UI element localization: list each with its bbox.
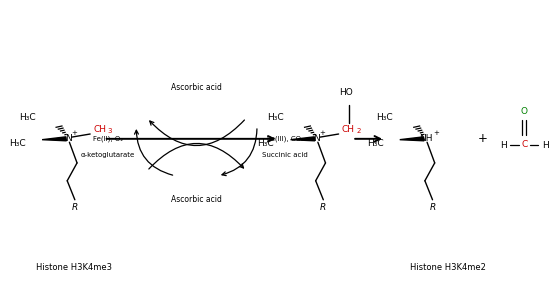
Text: N: N (314, 134, 320, 143)
FancyArrowPatch shape (135, 130, 173, 175)
Text: H₃C: H₃C (19, 113, 35, 122)
Text: Ascorbic acid: Ascorbic acid (171, 83, 222, 92)
Text: α-ketoglutarate: α-ketoglutarate (81, 152, 135, 158)
Text: +: + (477, 132, 487, 145)
Text: Histone H3K4me2: Histone H3K4me2 (410, 263, 486, 272)
Polygon shape (42, 137, 66, 141)
Text: 3: 3 (108, 129, 112, 134)
Polygon shape (400, 137, 424, 141)
Text: R: R (320, 203, 326, 212)
Text: R: R (72, 203, 78, 212)
Polygon shape (290, 137, 315, 141)
Text: HO: HO (339, 88, 353, 97)
Text: R: R (429, 203, 436, 212)
Text: H₃C: H₃C (258, 139, 274, 148)
Text: H₃C: H₃C (9, 139, 26, 148)
Text: Histone H3K4me3: Histone H3K4me3 (36, 263, 112, 272)
Text: Fe(II), O₂: Fe(II), O₂ (93, 136, 123, 142)
Text: +: + (319, 129, 325, 136)
FancyArrowPatch shape (150, 120, 245, 146)
Text: Ascorbic acid: Ascorbic acid (171, 195, 222, 204)
Text: C: C (521, 140, 527, 149)
Text: CH: CH (93, 125, 107, 134)
Text: H₃C: H₃C (367, 139, 384, 148)
Text: CH: CH (342, 125, 355, 134)
Text: N: N (65, 134, 72, 143)
Text: H: H (500, 141, 507, 150)
Text: H: H (542, 141, 548, 150)
Text: H₃C: H₃C (267, 113, 284, 122)
Text: Succinic acid: Succinic acid (263, 152, 308, 158)
Text: NH: NH (419, 134, 433, 143)
Text: +: + (433, 129, 439, 136)
FancyArrowPatch shape (222, 129, 257, 176)
Text: +: + (71, 129, 77, 136)
Text: H₃C: H₃C (376, 113, 393, 122)
Text: O: O (521, 108, 528, 116)
Text: Fe(III), CO₂: Fe(III), CO₂ (267, 136, 304, 142)
FancyArrowPatch shape (149, 143, 243, 169)
Text: 2: 2 (356, 129, 360, 134)
